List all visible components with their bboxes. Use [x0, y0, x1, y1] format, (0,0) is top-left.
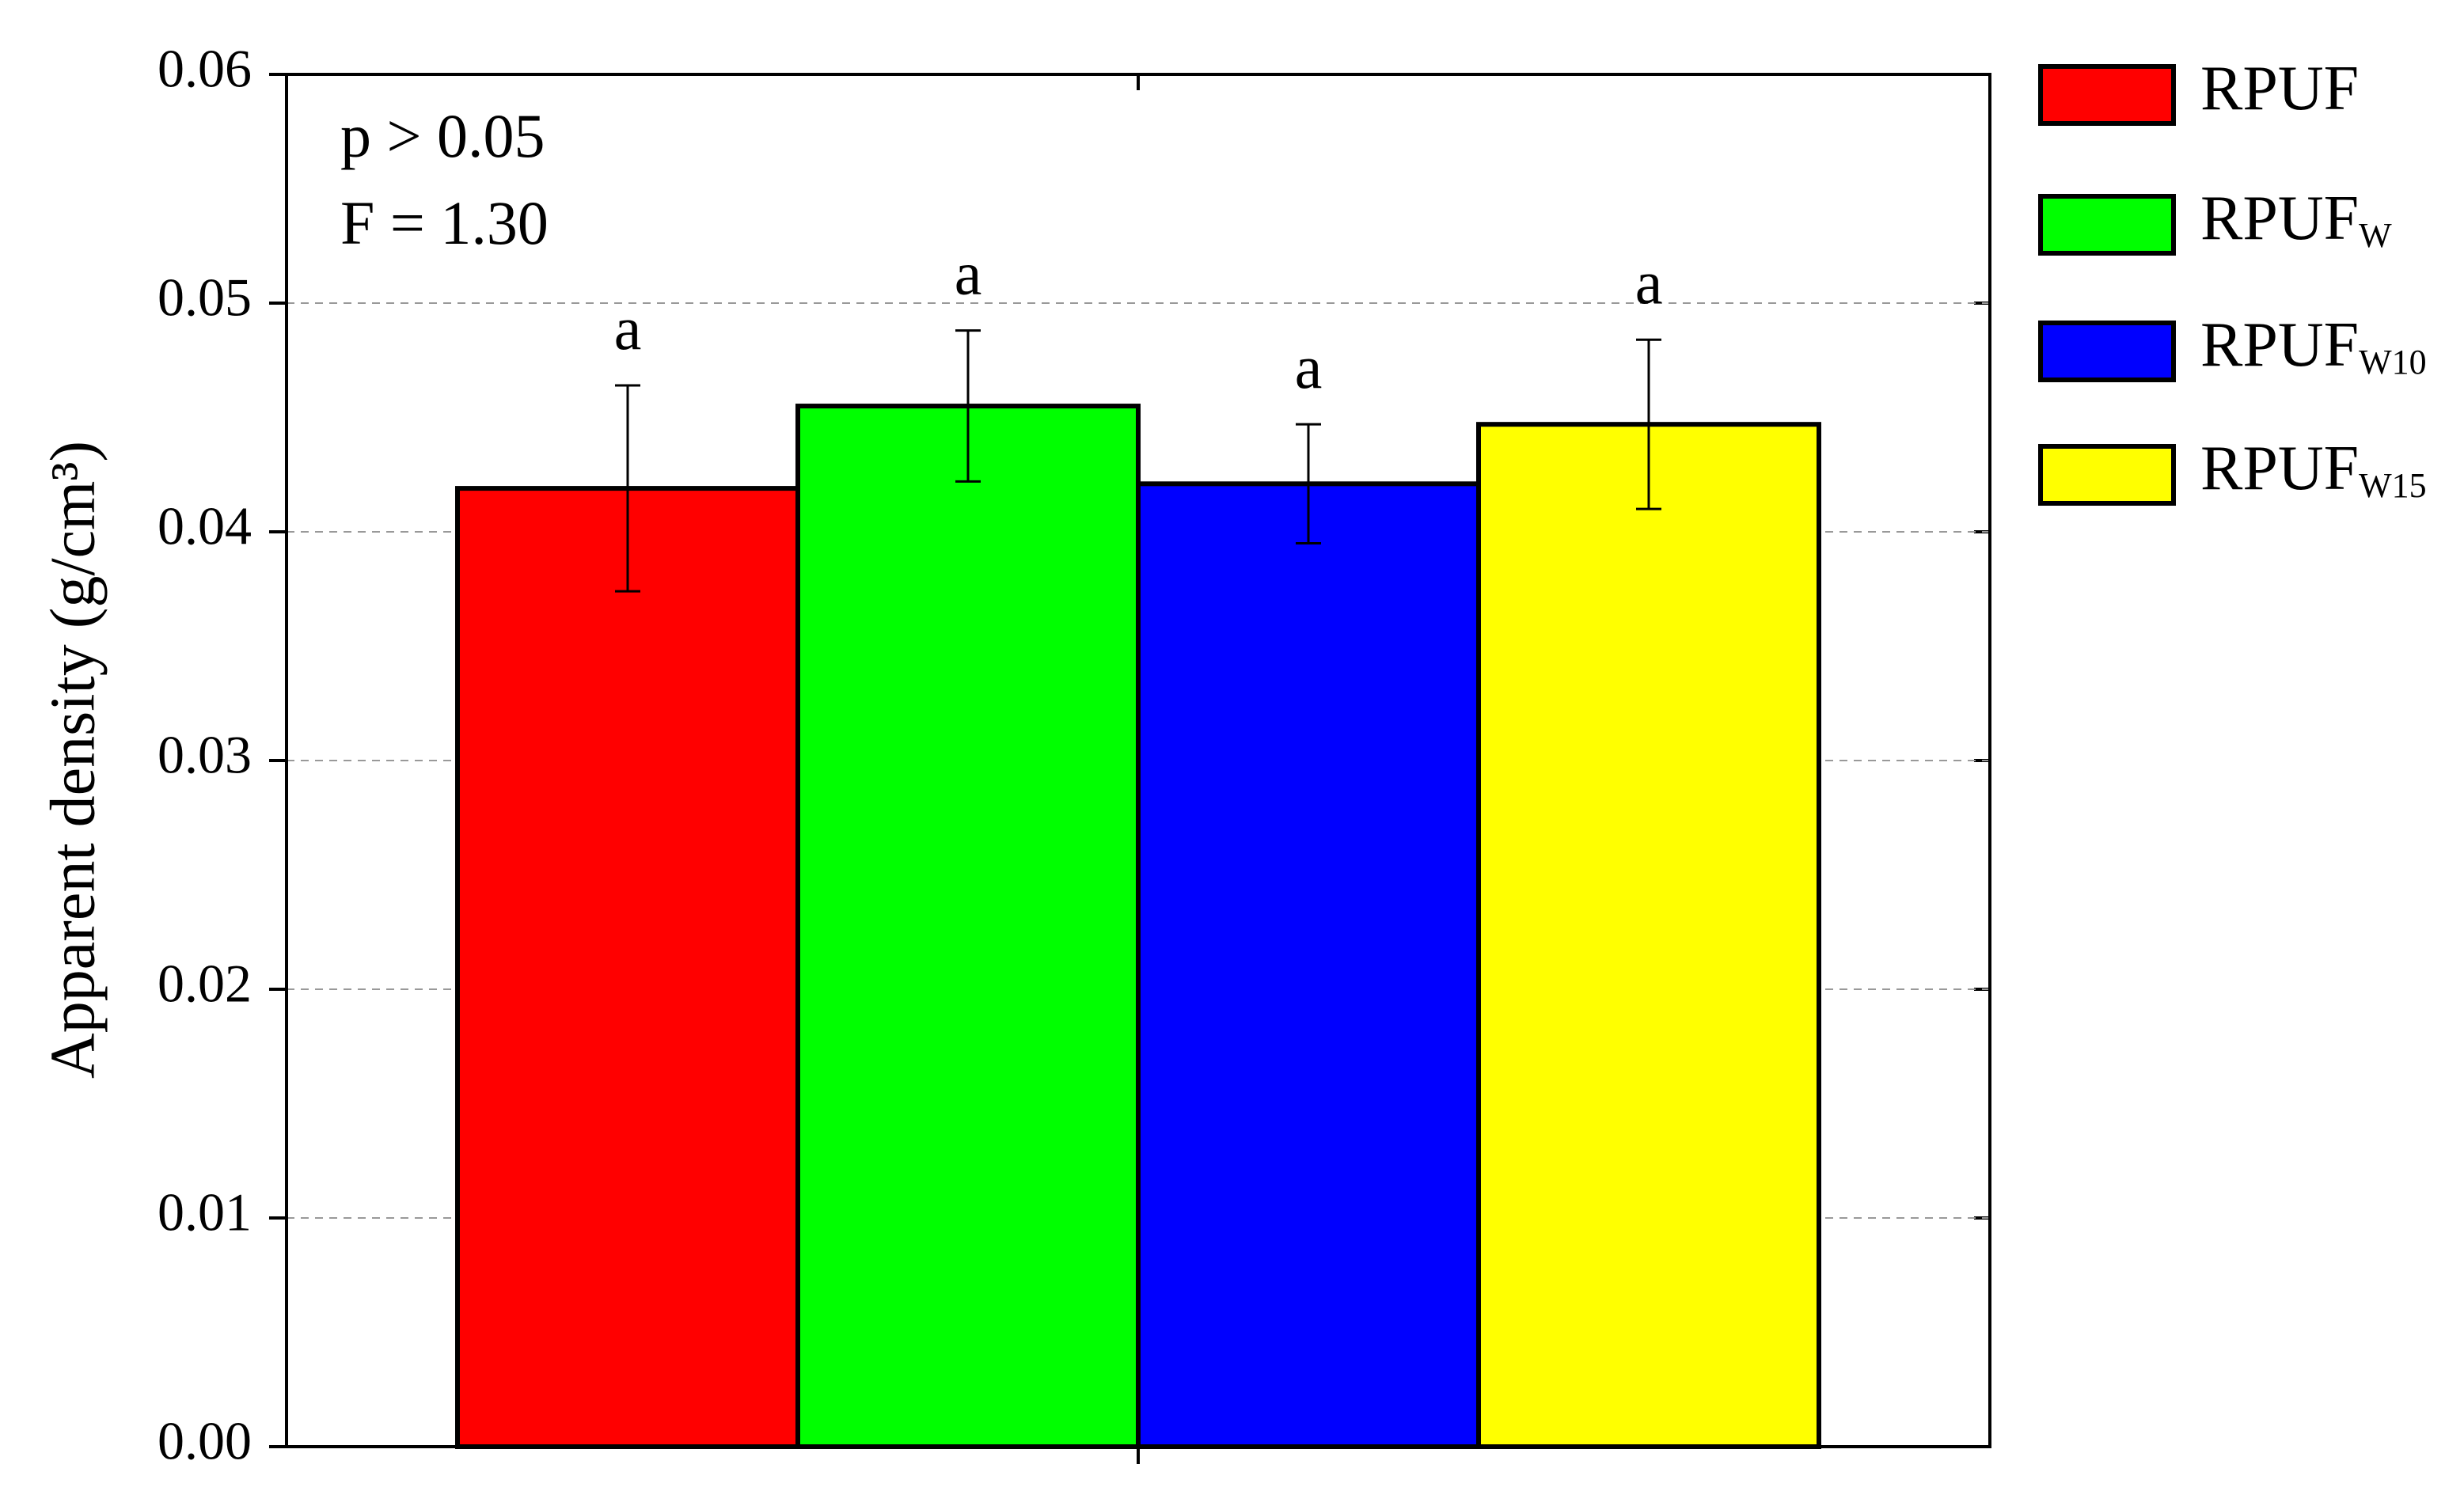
significance-letter: a	[614, 294, 642, 362]
error-bar	[1296, 423, 1321, 544]
legend-swatch	[2038, 444, 2176, 506]
legend-name: RPUF	[2200, 184, 2359, 253]
annotation: F = 1.30	[340, 188, 549, 257]
plot-frame	[285, 73, 1991, 1448]
significance-letter: a	[955, 239, 982, 308]
bar	[1136, 481, 1481, 1449]
legend-name: RPUF	[2200, 310, 2359, 380]
legend-label: RPUFW	[2200, 184, 2392, 255]
error-bar	[615, 384, 640, 593]
y-axis-label: Apparent density (g/cm³)	[38, 441, 108, 1079]
legend-name: RPUF	[2200, 434, 2359, 503]
legend-swatch	[2038, 64, 2176, 126]
legend-label: RPUF	[2200, 54, 2359, 123]
bar	[795, 404, 1141, 1449]
y-tick-label: 0.00	[158, 1411, 252, 1471]
legend-label: RPUFW10	[2200, 310, 2427, 381]
significance-letter: a	[1295, 332, 1323, 401]
bar	[1476, 422, 1821, 1449]
y-tick-label: 0.02	[158, 954, 252, 1014]
legend-subscript: W	[2359, 216, 2392, 255]
annotation: p > 0.05	[340, 101, 545, 170]
y-tick-label: 0.06	[158, 39, 252, 99]
legend-swatch	[2038, 321, 2176, 382]
legend-name: RPUF	[2200, 54, 2359, 123]
y-tick-label: 0.01	[158, 1182, 252, 1242]
y-tick-label: 0.04	[158, 496, 252, 556]
legend-subscript: W10	[2359, 343, 2427, 381]
error-bar	[955, 329, 981, 483]
error-bar	[1636, 338, 1661, 510]
significance-letter: a	[1635, 248, 1663, 317]
legend-subscript: W15	[2359, 466, 2427, 505]
legend-label: RPUFW15	[2200, 434, 2427, 505]
y-tick-label: 0.05	[158, 267, 252, 328]
bar	[455, 486, 800, 1450]
legend-swatch	[2038, 194, 2176, 256]
y-tick-label: 0.03	[158, 725, 252, 785]
